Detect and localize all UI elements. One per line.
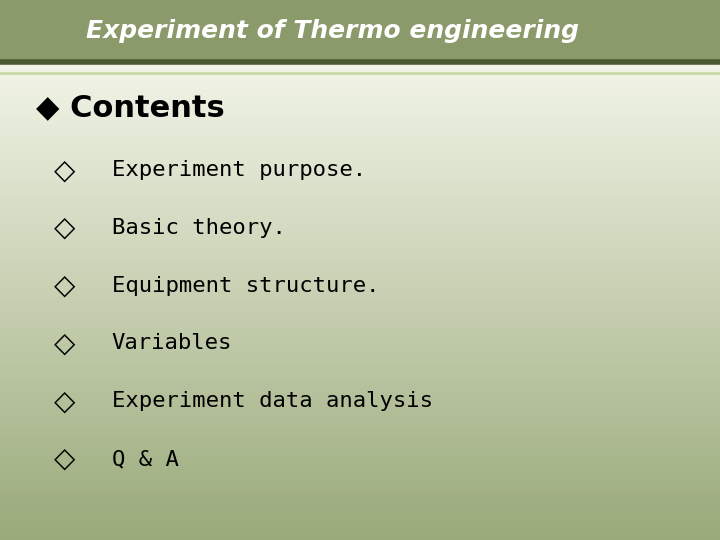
Text: ◇: ◇ — [54, 329, 76, 357]
Text: ◇: ◇ — [54, 387, 76, 415]
Bar — [0, 0, 720, 62]
Text: Experiment of Thermo engineering: Experiment of Thermo engineering — [86, 19, 580, 43]
Text: Experiment purpose.: Experiment purpose. — [112, 160, 366, 180]
Text: ◇: ◇ — [54, 214, 76, 242]
Text: ◇: ◇ — [54, 272, 76, 300]
Text: Experiment data analysis: Experiment data analysis — [112, 391, 433, 411]
Text: ◇: ◇ — [54, 445, 76, 473]
Text: Variables: Variables — [112, 333, 232, 354]
Text: Equipment structure.: Equipment structure. — [112, 275, 379, 296]
Text: Basic theory.: Basic theory. — [112, 218, 285, 238]
Text: ◆ Contents: ◆ Contents — [36, 93, 225, 123]
Text: ◇: ◇ — [54, 156, 76, 184]
Text: Q & A: Q & A — [112, 449, 179, 469]
